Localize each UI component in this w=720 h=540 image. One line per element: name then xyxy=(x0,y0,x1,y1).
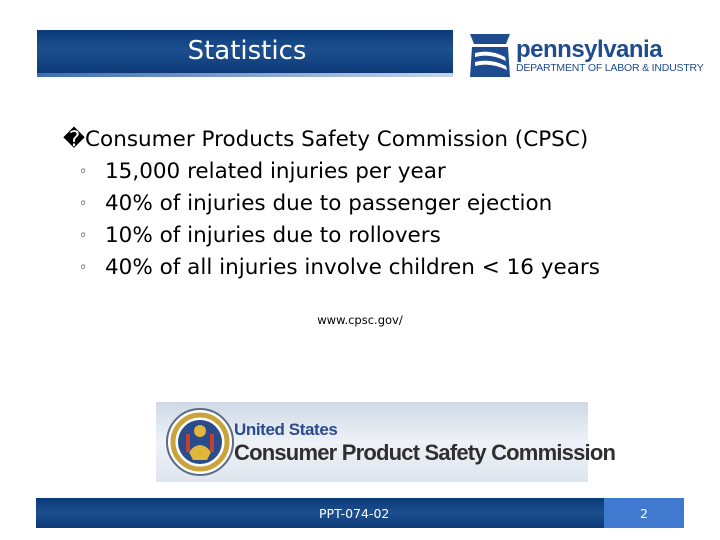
keystone-logo-icon xyxy=(470,34,510,77)
cpsc-line-1: United States xyxy=(234,420,338,439)
page-number: 2 xyxy=(640,506,648,521)
slide-body: �Consumer Products Safety Commission (CP… xyxy=(63,124,713,284)
bullet-marker: ◦ xyxy=(79,196,88,212)
footer-bar xyxy=(36,498,604,528)
main-bullet-text: Consumer Products Safety Commission (CPS… xyxy=(85,127,589,152)
bullet-marker: ◦ xyxy=(79,164,88,180)
sub-bullet-text: 15,000 related injuries per year xyxy=(105,159,446,184)
sub-bullet: ◦ 15,000 related injuries per year xyxy=(63,156,713,188)
sub-bullet: ◦ 10% of injuries due to rollovers xyxy=(63,220,713,252)
sub-bullet: ◦ 40% of all injuries involve children <… xyxy=(63,252,713,284)
cpsc-seal-icon xyxy=(166,408,234,476)
sub-bullet-text: 40% of all injuries involve children < 1… xyxy=(105,255,600,280)
cpsc-line-2: Consumer Product Safety Commission xyxy=(234,440,616,465)
source-link[interactable]: www.cpsc.gov/ xyxy=(317,313,403,327)
main-bullet-marker: � xyxy=(63,127,86,152)
footer-page-box xyxy=(604,498,684,528)
department-name: DEPARTMENT OF LABOR & INDUSTRY xyxy=(516,62,704,74)
sub-bullet: ◦ 40% of injuries due to passenger eject… xyxy=(63,188,713,220)
pennsylvania-wordmark: pennsylvania xyxy=(516,36,663,63)
title-bar: Statistics xyxy=(37,30,453,77)
sub-bullet-text: 40% of injuries due to passenger ejectio… xyxy=(105,191,553,216)
slide-title: Statistics xyxy=(187,36,307,66)
sub-bullet-list: ◦ 15,000 related injuries per year ◦ 40%… xyxy=(63,156,713,284)
cpsc-logo-banner: United States Consumer Product Safety Co… xyxy=(156,402,616,482)
main-bullet: �Consumer Products Safety Commission (CP… xyxy=(63,124,713,156)
footer-code: PPT-074-02 xyxy=(319,506,390,521)
bullet-marker: ◦ xyxy=(79,228,88,244)
sub-bullet-text: 10% of injuries due to rollovers xyxy=(105,223,441,248)
bullet-marker: ◦ xyxy=(79,260,88,276)
